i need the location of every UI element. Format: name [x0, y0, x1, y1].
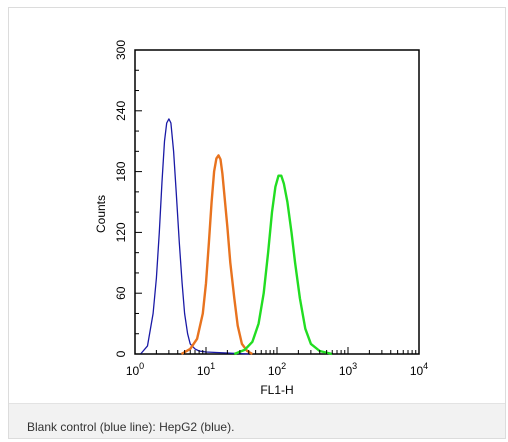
y-tick-label: 60 [114, 286, 128, 300]
x-tick-label: 102 [268, 361, 286, 378]
y-tick-label: 120 [114, 222, 128, 242]
plot-frame [134, 49, 420, 355]
y-tick-label: 300 [114, 40, 128, 60]
y-tick-label: 240 [114, 100, 128, 120]
caption-bar: Blank control (blue line): HepG2 (blue). [9, 403, 505, 438]
series-layer [140, 118, 333, 356]
x-tick-label: 103 [339, 361, 357, 378]
y-axis-label: Counts [94, 195, 108, 233]
histogram-chart: 100 101 102 103 104 0 60 120 180 240 300 Counts FL… [94, 40, 428, 397]
y-tick-label: 0 [114, 350, 128, 357]
histogram-figure: 100 101 102 103 104 0 60 120 180 240 300 Counts FL… [87, 18, 447, 403]
x-axis-label: FL1-H [260, 383, 293, 397]
x-tick-label: 104 [410, 361, 428, 378]
figure-caption: Blank control (blue line): HepG2 (blue). [27, 420, 235, 434]
y-tick-label: 180 [114, 161, 128, 181]
axis-layer: 100 101 102 103 104 0 60 120 180 240 300 [114, 40, 428, 378]
histogram-series-line [140, 118, 249, 355]
x-tick-label: 100 [126, 361, 144, 378]
x-tick-label: 101 [197, 361, 215, 378]
histogram-series-line [180, 154, 253, 356]
figure-card: 100 101 102 103 104 0 60 120 180 240 300 Counts FL… [8, 7, 506, 439]
histogram-series-line [233, 174, 333, 356]
